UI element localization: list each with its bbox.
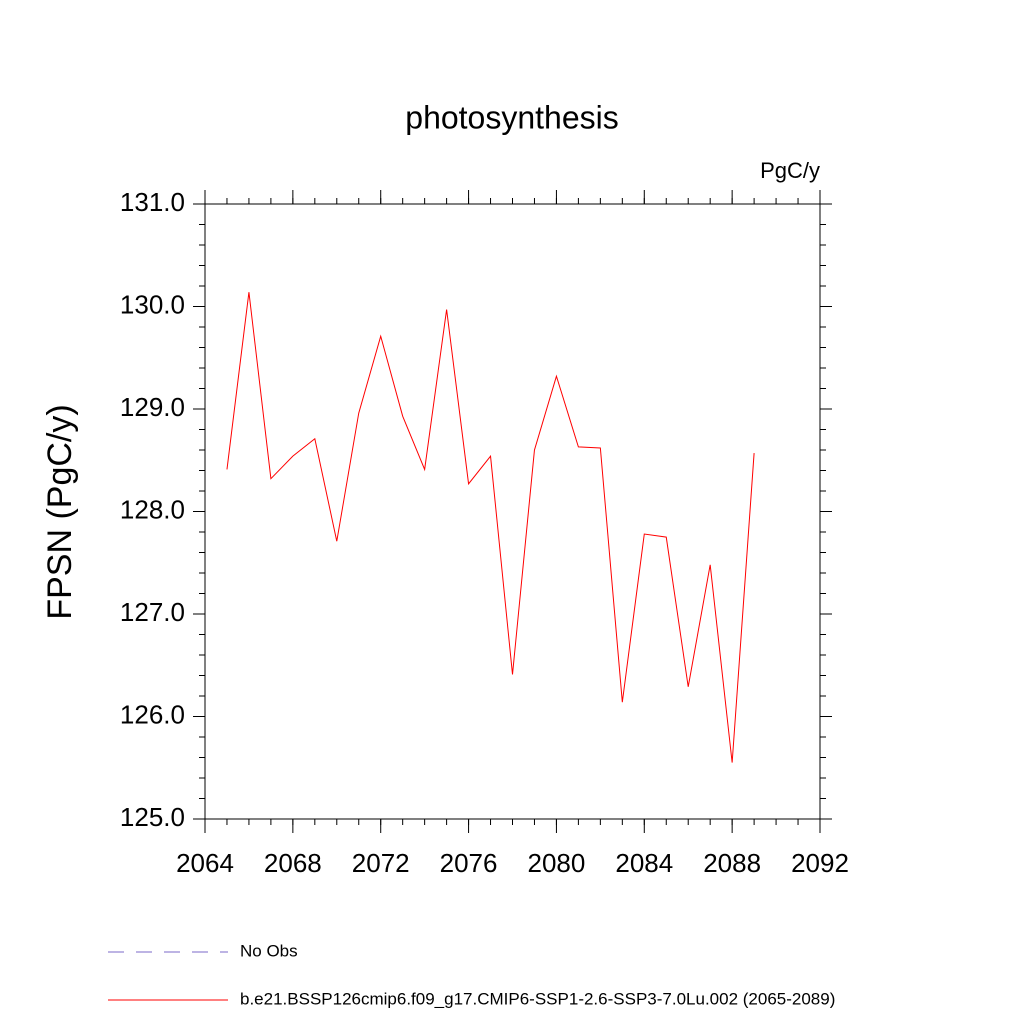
y-tick-label: 125.0 (120, 802, 185, 832)
legend-label: No Obs (240, 941, 298, 960)
x-tick-label: 2080 (528, 848, 586, 878)
data-line (226, 292, 755, 763)
x-tick-label: 2092 (791, 848, 849, 878)
x-tick-label: 2084 (615, 848, 673, 878)
x-tick-label: 2068 (264, 848, 322, 878)
y-tick-label: 131.0 (120, 187, 185, 217)
x-tick-label: 2088 (703, 848, 761, 878)
x-tick-label: 2064 (176, 848, 234, 878)
x-tick-label: 2076 (440, 848, 498, 878)
y-tick-label: 128.0 (120, 494, 185, 524)
chart-title: photosynthesis (405, 99, 618, 135)
units-label: PgC/y (760, 158, 820, 183)
y-tick-label: 127.0 (120, 597, 185, 627)
x-tick-label: 2072 (352, 848, 410, 878)
y-tick-label: 130.0 (120, 289, 185, 319)
legend-label: b.e21.BSSP126cmip6.f09_g17.CMIP6-SSP1-2.… (240, 989, 835, 1008)
y-tick-label: 129.0 (120, 392, 185, 422)
y-tick-label: 126.0 (120, 699, 185, 729)
y-axis-label: FPSN (PgC/y) (41, 404, 79, 619)
